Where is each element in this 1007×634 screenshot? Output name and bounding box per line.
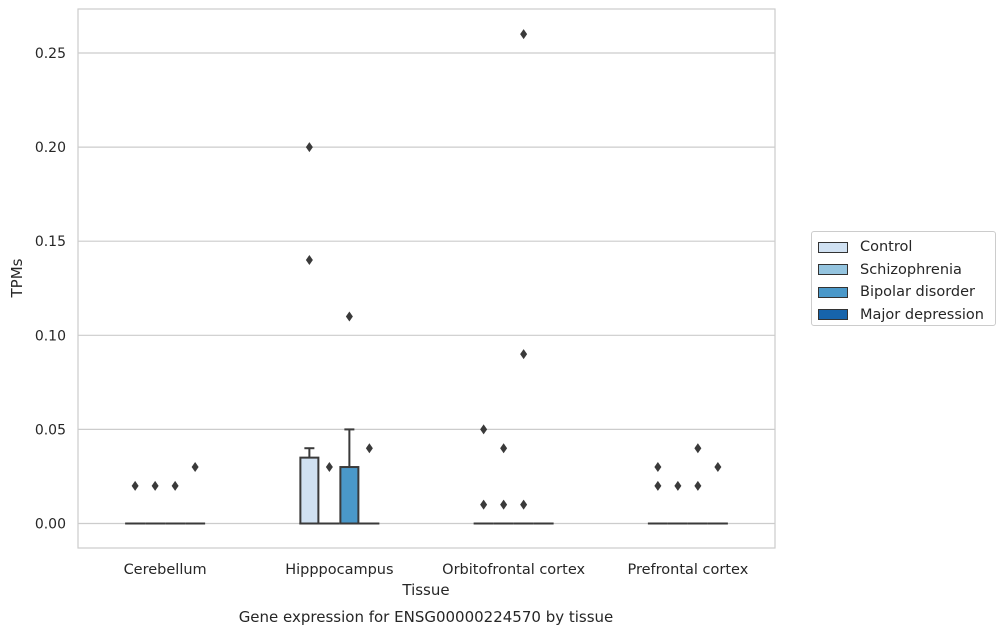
x-tick-label: Hipppocampus [285, 562, 393, 578]
outlier-point [654, 480, 662, 491]
outlier-point [520, 29, 528, 40]
legend-swatch [818, 264, 848, 276]
box-bipolar-disorder [339, 428, 360, 525]
outlier-point [674, 480, 682, 491]
legend-swatch [818, 309, 848, 321]
outlier-point [480, 424, 488, 435]
gridlines [78, 52, 775, 525]
y-tick-label: 0.10 [35, 328, 66, 344]
outlier-point [500, 443, 508, 454]
outlier-point [171, 480, 179, 491]
outlier-point [714, 462, 722, 473]
outlier-point [305, 142, 313, 153]
box [339, 466, 360, 525]
legend: Control Schizophrenia Bipolar disorder Majo… [811, 231, 996, 326]
outlier-point [480, 499, 488, 510]
y-tick-labels: 0.00 0.05 0.10 0.15 0.20 0.25 [35, 46, 66, 533]
legend-item: Control [818, 236, 995, 259]
x-tick-label: Orbitofrontal cortex [442, 562, 585, 578]
legend-swatch [818, 286, 848, 298]
legend-label: Schizophrenia [860, 261, 962, 278]
outlier-point [325, 462, 333, 473]
outlier-point [694, 443, 702, 454]
y-tick-label: 0.15 [35, 234, 66, 250]
outlier-point [520, 499, 528, 510]
y-tick-label: 0.25 [35, 46, 66, 62]
outlier-point [305, 255, 313, 266]
x-tick-labels: Cerebellum Hipppocampus Orbitofrontal cort… [124, 562, 749, 578]
legend-swatch [818, 241, 848, 253]
box [299, 456, 320, 525]
box-series [125, 428, 728, 525]
x-tick-label: Cerebellum [124, 562, 207, 578]
legend-item: Bipolar disorder [818, 281, 995, 304]
outlier-point [131, 480, 139, 491]
outlier-point [365, 443, 373, 454]
x-tick-label: Prefrontal cortex [627, 562, 748, 578]
y-axis-label: TPMs [8, 258, 26, 298]
legend-label: Control [860, 239, 913, 256]
legend-label: Major depression [860, 306, 984, 323]
outlier-points [131, 29, 722, 510]
x-axis-label: Tissue [401, 581, 449, 599]
legend-label: Bipolar disorder [860, 284, 975, 301]
y-tick-label: 0.00 [35, 517, 66, 533]
box-control [299, 447, 320, 525]
y-tick-label: 0.05 [35, 422, 66, 438]
plot-area-frame [77, 8, 776, 549]
outlier-point [151, 480, 159, 491]
outlier-point [654, 462, 662, 473]
legend-item: Schizophrenia [818, 259, 995, 282]
outlier-point [191, 462, 199, 473]
chart-caption: Gene expression for ENSG00000224570 by t… [239, 608, 614, 626]
outlier-point [500, 499, 508, 510]
y-tick-label: 0.20 [35, 140, 66, 156]
outlier-point [520, 349, 528, 360]
outlier-point [345, 311, 353, 322]
legend-item: Major depression [818, 304, 995, 327]
outlier-point [694, 480, 702, 491]
